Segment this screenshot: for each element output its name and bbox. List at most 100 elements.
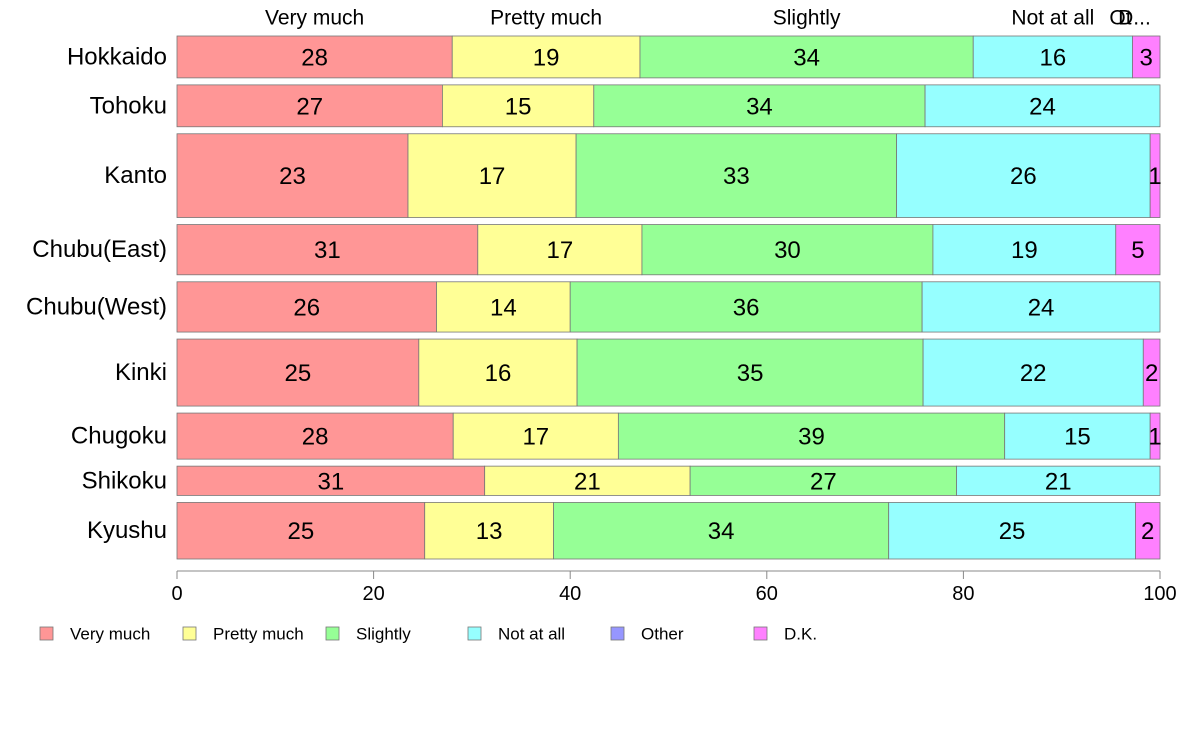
data-label: 26 bbox=[1010, 163, 1037, 190]
legend-label: D.K. bbox=[784, 625, 817, 644]
data-label: 34 bbox=[746, 93, 773, 120]
data-label: 24 bbox=[1028, 294, 1055, 321]
data-label: 17 bbox=[522, 424, 549, 451]
data-label: 1 bbox=[1148, 424, 1161, 451]
top-series-label-1: Pretty much bbox=[490, 7, 602, 30]
data-label: 19 bbox=[1011, 237, 1038, 264]
top-series-label-4: Ot bbox=[1109, 7, 1131, 30]
bar-segment bbox=[418, 338, 578, 407]
category-label-7: Shikoku bbox=[82, 467, 167, 494]
bar-segment bbox=[176, 412, 454, 460]
legend-swatch bbox=[39, 626, 54, 641]
data-label: 2 bbox=[1141, 518, 1154, 545]
bar-segment bbox=[553, 502, 890, 560]
bar-segment bbox=[922, 338, 1144, 407]
data-label: 3 bbox=[1140, 44, 1153, 71]
bar-segment bbox=[1115, 224, 1161, 276]
data-label: 13 bbox=[476, 518, 503, 545]
bar-segment bbox=[1149, 133, 1161, 218]
category-label-1: Tohoku bbox=[90, 92, 167, 119]
bar-segment bbox=[593, 84, 926, 128]
data-label: 24 bbox=[1029, 93, 1056, 120]
legend-swatch bbox=[182, 626, 197, 641]
category-label-8: Kyushu bbox=[87, 517, 167, 544]
bar-segment bbox=[617, 412, 1006, 460]
bar-segment bbox=[1132, 35, 1161, 79]
bar-segment bbox=[576, 338, 924, 407]
bar-segment bbox=[1135, 502, 1161, 560]
bar-segment bbox=[176, 502, 426, 560]
bar-segment bbox=[1142, 338, 1161, 407]
x-tick-label: 40 bbox=[559, 583, 581, 605]
data-label: 22 bbox=[1020, 360, 1047, 387]
data-label: 21 bbox=[1045, 468, 1072, 495]
bar-segment bbox=[888, 502, 1136, 560]
data-label: 39 bbox=[798, 424, 825, 451]
data-label: 16 bbox=[485, 360, 512, 387]
bar-segment bbox=[176, 224, 479, 276]
data-label: 34 bbox=[793, 44, 820, 71]
x-tick-label: 80 bbox=[952, 583, 974, 605]
category-label-3: Chubu(East) bbox=[32, 236, 167, 263]
bar-segment bbox=[442, 84, 595, 128]
bar-segment bbox=[924, 84, 1161, 128]
data-label: 16 bbox=[1040, 44, 1067, 71]
bar-segment bbox=[1149, 412, 1161, 460]
data-label: 36 bbox=[733, 294, 760, 321]
legend-swatch bbox=[753, 626, 768, 641]
data-label: 31 bbox=[314, 237, 341, 264]
data-label: 33 bbox=[723, 163, 750, 190]
category-label-2: Kanto bbox=[104, 162, 167, 189]
data-label: 1 bbox=[1148, 163, 1161, 190]
category-label-4: Chubu(West) bbox=[26, 293, 167, 320]
data-label: 23 bbox=[279, 163, 306, 190]
data-label: 31 bbox=[317, 468, 344, 495]
bar-segment bbox=[176, 281, 437, 333]
data-label: 2 bbox=[1145, 360, 1158, 387]
data-label: 28 bbox=[302, 424, 329, 451]
top-series-label-5: D... bbox=[1118, 7, 1151, 30]
legend-label: Other bbox=[641, 625, 684, 644]
bar-segment bbox=[484, 465, 691, 496]
data-label: 19 bbox=[533, 44, 560, 71]
data-label: 15 bbox=[505, 93, 532, 120]
data-label: 26 bbox=[293, 294, 320, 321]
x-tick-label: 0 bbox=[171, 583, 182, 605]
legend-label: Pretty much bbox=[213, 625, 304, 644]
data-label: 25 bbox=[999, 518, 1026, 545]
category-label-5: Kinki bbox=[115, 359, 167, 386]
x-tick-label: 60 bbox=[756, 583, 778, 605]
bar-segment bbox=[972, 35, 1133, 79]
bar-segment bbox=[639, 35, 974, 79]
data-label: 27 bbox=[810, 468, 837, 495]
data-label: 21 bbox=[574, 468, 601, 495]
data-label: 17 bbox=[479, 163, 506, 190]
bar-segment bbox=[921, 281, 1161, 333]
top-series-label-0: Very much bbox=[265, 7, 364, 30]
bar-segment bbox=[575, 133, 897, 218]
bar-segment bbox=[569, 281, 923, 333]
top-series-label-3: Not at all bbox=[1011, 7, 1094, 30]
data-label: 25 bbox=[285, 360, 312, 387]
legend-swatch bbox=[467, 626, 482, 641]
data-label: 15 bbox=[1064, 424, 1091, 451]
data-label: 5 bbox=[1131, 237, 1144, 264]
bar-segment bbox=[896, 133, 1151, 218]
category-label-6: Chugoku bbox=[71, 423, 167, 450]
data-label: 34 bbox=[708, 518, 735, 545]
bar-segment bbox=[176, 133, 409, 218]
data-label: 30 bbox=[774, 237, 801, 264]
legend-label: Not at all bbox=[498, 625, 565, 644]
data-label: 14 bbox=[490, 294, 517, 321]
legend-swatch bbox=[610, 626, 625, 641]
legend-label: Very much bbox=[70, 625, 150, 644]
data-label: 27 bbox=[296, 93, 323, 120]
top-series-label-2: Slightly bbox=[773, 7, 841, 30]
data-label: 28 bbox=[301, 44, 328, 71]
data-label: 35 bbox=[737, 360, 764, 387]
bar-segment bbox=[176, 35, 453, 79]
data-label: 25 bbox=[288, 518, 315, 545]
bar-segment bbox=[176, 84, 443, 128]
legend-label: Slightly bbox=[356, 625, 411, 644]
